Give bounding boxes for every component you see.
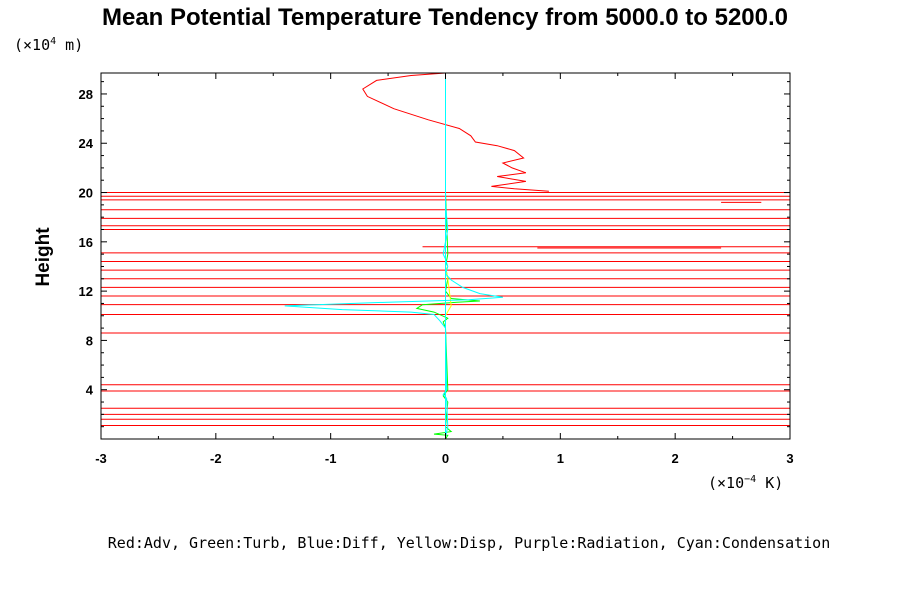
series-layer	[101, 72, 790, 440]
y-tick-label: 28	[79, 87, 93, 102]
x-tick-label: 2	[672, 451, 679, 466]
x-unit-label: (×10−4 K)	[708, 474, 783, 492]
x-unit-prefix: (×10	[708, 474, 744, 492]
legend: Red:Adv, Green:Turb, Blue:Diff, Yellow:D…	[108, 534, 830, 552]
y-tick-label: 16	[79, 235, 93, 250]
x-tick-label: -2	[210, 451, 222, 466]
series-adv-line	[362, 72, 549, 192]
axes-layer	[100, 72, 791, 440]
x-tick-label: -3	[95, 451, 107, 466]
y-tick-label: 8	[86, 333, 93, 348]
y-tick-label: 12	[79, 284, 93, 299]
y-axis-label: Height	[33, 227, 54, 287]
x-unit-suffix: K)	[756, 474, 783, 492]
y-tick-label: 4	[86, 383, 94, 398]
series-turb-line	[415, 192, 480, 440]
y-unit-exponent: 4	[50, 36, 56, 47]
series-condensation-line	[284, 73, 503, 437]
x-unit-exponent: −4	[744, 474, 756, 485]
chart-title: Mean Potential Temperature Tendency from…	[102, 4, 788, 31]
x-tick-label: 0	[442, 451, 449, 466]
x-tick-label: 3	[786, 451, 793, 466]
y-unit-suffix: m)	[56, 36, 83, 54]
y-unit-label: (×104 m)	[14, 36, 83, 54]
x-tick-label: -1	[325, 451, 337, 466]
x-tick-label: 1	[557, 451, 564, 466]
y-tick-label: 20	[79, 186, 93, 201]
y-tick-label: 24	[79, 136, 94, 151]
y-unit-prefix: (×10	[14, 36, 50, 54]
